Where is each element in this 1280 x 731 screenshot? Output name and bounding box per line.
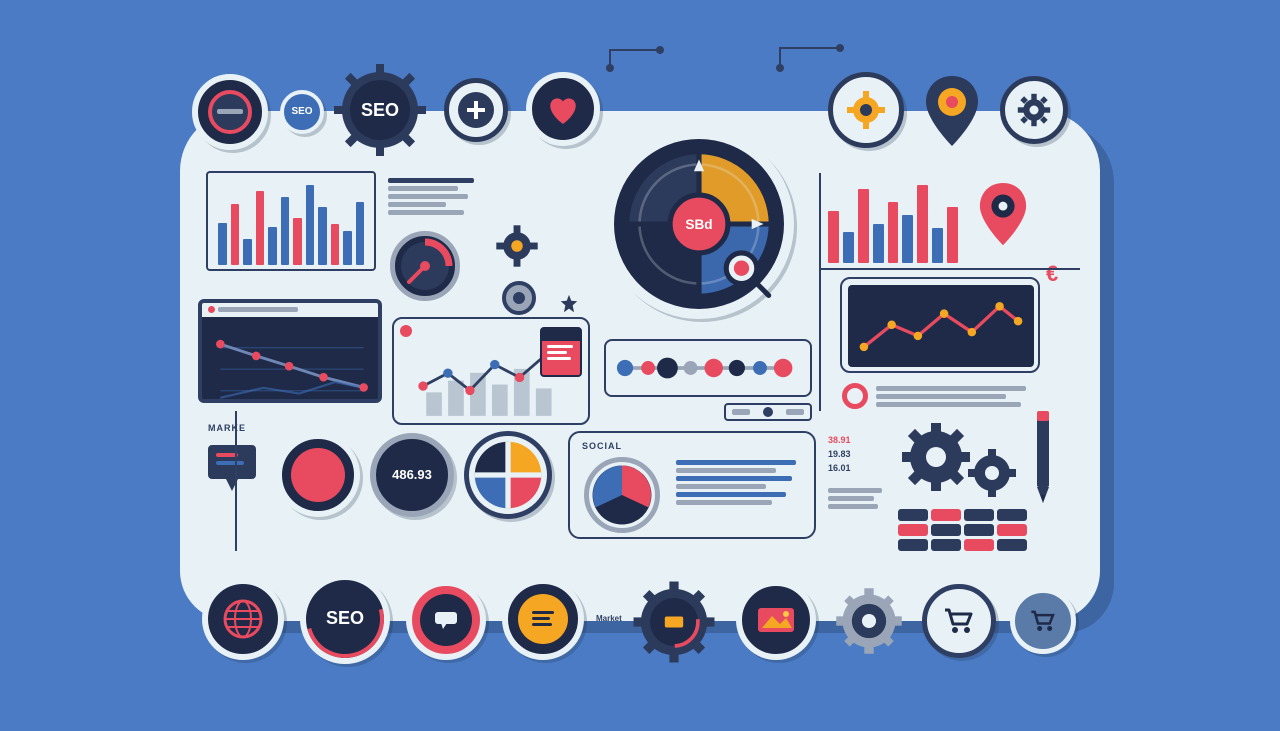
badge-gear-grey	[1000, 76, 1068, 144]
badge-gear-market	[628, 576, 720, 668]
combo-chart	[392, 317, 590, 425]
toggle-strip	[724, 403, 812, 421]
pie-chart-1	[464, 431, 552, 519]
stat-3: 16.01	[828, 461, 851, 475]
badge-plus	[444, 78, 508, 142]
stat-1: 38.91	[828, 433, 851, 447]
badge-seo-gear: SEO	[330, 60, 430, 160]
tiny-disc-icon	[502, 281, 536, 315]
badge-chat	[406, 580, 486, 660]
text-block-3	[828, 485, 888, 512]
seo-small-label: SEO	[291, 106, 312, 117]
dashboard-panel: SEO SEO	[180, 111, 1100, 621]
badge-gear-bottom	[830, 582, 908, 660]
badge-seo-bottom: SEO	[300, 574, 390, 664]
stacked-chips	[898, 509, 1030, 551]
pin-red-icon	[978, 183, 1028, 247]
badge-power	[192, 74, 268, 150]
small-gauge-1	[390, 231, 460, 301]
badge-globe	[202, 578, 284, 660]
counter-value: 486.93	[392, 467, 432, 482]
bottom-badge-row: SEO Market	[180, 576, 1100, 666]
badge-heart	[526, 72, 600, 146]
disc-counter: 486.93	[370, 433, 454, 517]
marke-label: MARKE	[208, 423, 246, 433]
svg-text:SBd: SBd	[685, 217, 712, 232]
social-label: SOCIAL	[582, 441, 802, 451]
stats-column: 38.91 19.83 16.01	[828, 433, 851, 476]
badge-pin	[924, 76, 980, 148]
text-block-2	[876, 383, 1036, 410]
badge-seo-small: SEO	[280, 90, 324, 134]
social-card: SOCIAL	[568, 431, 816, 539]
badge-list	[502, 578, 584, 660]
text-block-1	[388, 175, 478, 218]
market-label: Market	[596, 614, 622, 623]
bar-chart-right	[828, 177, 958, 263]
stat-2: 19.83	[828, 447, 851, 461]
disc-red	[276, 433, 360, 517]
badge-cart	[922, 584, 996, 658]
seo-gear-label: SEO	[361, 100, 399, 120]
gear-pair-icon	[900, 421, 1020, 505]
bar-chart-left	[206, 171, 376, 271]
badge-gear-orange	[828, 72, 904, 148]
badge-cart-2	[1010, 588, 1076, 654]
badge-photo	[736, 580, 816, 660]
euro-icon: €	[1046, 261, 1058, 287]
top-connectors	[600, 38, 860, 78]
big-dial: SBd	[604, 129, 794, 319]
monitor-chart	[198, 299, 382, 409]
pencil-icon	[1034, 411, 1052, 507]
line-chart-right	[840, 277, 1040, 373]
node-strip	[604, 339, 812, 397]
ring-red-icon	[842, 383, 868, 409]
pie-chart-2	[584, 457, 660, 533]
tiny-gear-icon	[494, 223, 540, 269]
star-icon	[558, 293, 580, 315]
chat-pin-icon	[206, 441, 258, 501]
